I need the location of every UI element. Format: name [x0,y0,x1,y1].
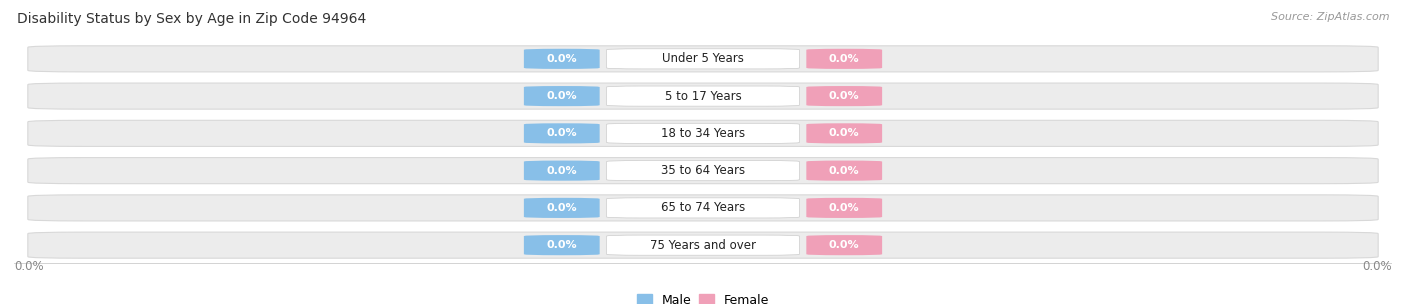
Text: 0.0%: 0.0% [830,91,859,101]
Text: 0.0%: 0.0% [830,240,859,250]
Text: 35 to 64 Years: 35 to 64 Years [661,164,745,177]
FancyBboxPatch shape [524,49,599,69]
FancyBboxPatch shape [524,123,599,143]
Text: 18 to 34 Years: 18 to 34 Years [661,127,745,140]
Text: 0.0%: 0.0% [1362,260,1392,273]
Text: 65 to 74 Years: 65 to 74 Years [661,201,745,214]
Text: 0.0%: 0.0% [547,203,576,213]
Text: Under 5 Years: Under 5 Years [662,52,744,65]
Text: 0.0%: 0.0% [547,128,576,138]
FancyBboxPatch shape [807,235,882,255]
FancyBboxPatch shape [524,235,599,255]
FancyBboxPatch shape [606,49,800,69]
FancyBboxPatch shape [606,198,800,218]
Text: 0.0%: 0.0% [830,203,859,213]
FancyBboxPatch shape [524,86,599,106]
FancyBboxPatch shape [28,46,1378,72]
Text: 0.0%: 0.0% [830,54,859,64]
FancyBboxPatch shape [807,49,882,69]
FancyBboxPatch shape [28,157,1378,184]
FancyBboxPatch shape [524,198,599,218]
FancyBboxPatch shape [606,123,800,143]
Text: 75 Years and over: 75 Years and over [650,239,756,252]
Legend: Male, Female: Male, Female [631,289,775,304]
FancyBboxPatch shape [28,120,1378,147]
FancyBboxPatch shape [28,83,1378,109]
Text: 0.0%: 0.0% [547,166,576,176]
FancyBboxPatch shape [524,161,599,181]
FancyBboxPatch shape [606,235,800,255]
Text: 0.0%: 0.0% [547,240,576,250]
FancyBboxPatch shape [28,232,1378,258]
FancyBboxPatch shape [606,86,800,106]
Text: 0.0%: 0.0% [547,54,576,64]
FancyBboxPatch shape [807,123,882,143]
FancyBboxPatch shape [28,195,1378,221]
Text: 0.0%: 0.0% [14,260,44,273]
FancyBboxPatch shape [807,161,882,181]
FancyBboxPatch shape [807,86,882,106]
FancyBboxPatch shape [807,198,882,218]
Text: 0.0%: 0.0% [830,166,859,176]
Text: Disability Status by Sex by Age in Zip Code 94964: Disability Status by Sex by Age in Zip C… [17,12,366,26]
Text: 0.0%: 0.0% [547,91,576,101]
Text: 0.0%: 0.0% [830,128,859,138]
Text: Source: ZipAtlas.com: Source: ZipAtlas.com [1271,12,1389,22]
Text: 5 to 17 Years: 5 to 17 Years [665,90,741,103]
FancyBboxPatch shape [606,161,800,181]
